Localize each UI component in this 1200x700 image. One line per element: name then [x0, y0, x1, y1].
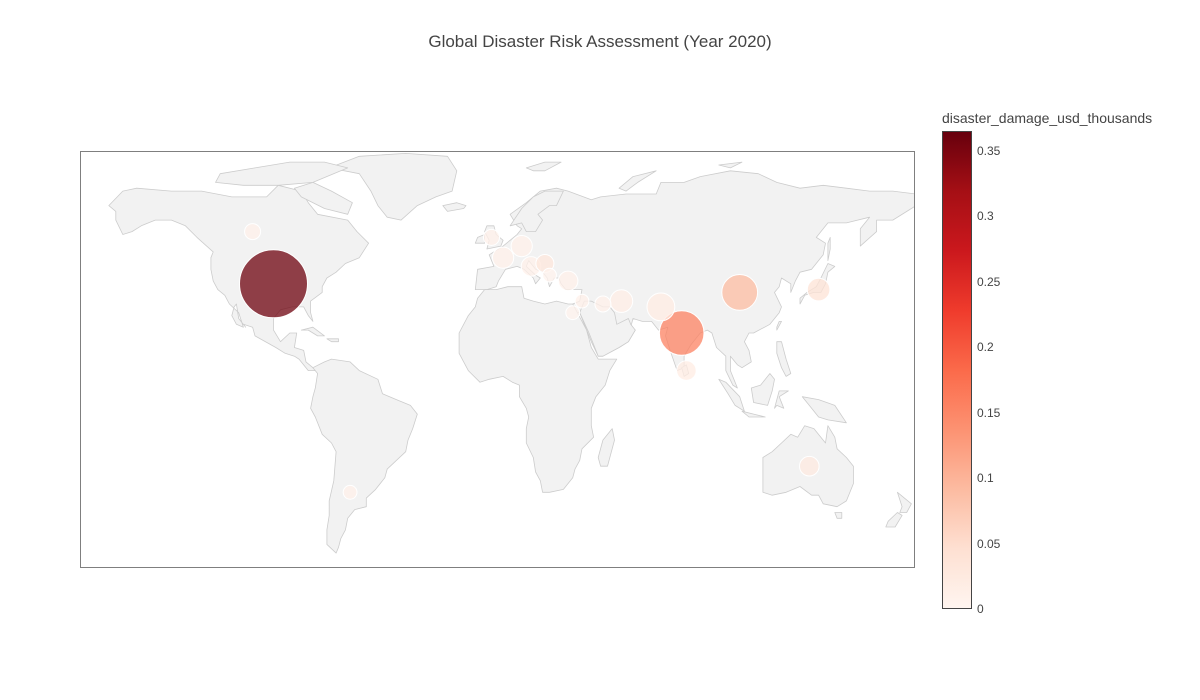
land-shape — [885, 512, 903, 528]
data-bubble[interactable] — [609, 289, 634, 313]
land-shape — [108, 184, 370, 372]
map-area[interactable] — [80, 151, 915, 568]
data-bubble[interactable] — [244, 223, 262, 241]
land-shape — [310, 358, 418, 554]
land-shape — [458, 286, 618, 493]
data-bubble[interactable] — [492, 246, 515, 269]
data-bubble[interactable] — [676, 360, 697, 381]
colorbar-tick-label: 0.05 — [977, 536, 1001, 551]
land-layer — [108, 152, 914, 554]
land-shape — [718, 378, 745, 412]
data-bubble[interactable] — [542, 267, 557, 283]
land-shape — [328, 152, 458, 221]
colorbar-title: disaster_damage_usd_thousands — [942, 110, 1153, 126]
land-shape — [442, 202, 467, 212]
data-bubble[interactable] — [574, 293, 590, 309]
land-shape — [827, 237, 831, 261]
data-bubble[interactable] — [658, 310, 705, 356]
bubble-layer — [239, 223, 831, 500]
data-bubble[interactable] — [342, 484, 358, 500]
land-shape — [618, 170, 657, 192]
data-bubble[interactable] — [239, 249, 308, 319]
colorbar-tick-label: 0.35 — [977, 143, 1001, 158]
land-shape — [897, 491, 912, 513]
colorbar-gradient — [942, 131, 972, 609]
data-bubble[interactable] — [721, 273, 759, 311]
chart-title: Global Disaster Risk Assessment (Year 20… — [428, 32, 772, 51]
colorbar-tick-label: 0 — [977, 602, 984, 616]
land-shape — [293, 181, 353, 215]
data-bubble[interactable] — [557, 270, 579, 292]
land-shape — [509, 190, 564, 232]
data-bubble[interactable] — [594, 295, 612, 313]
colorbar-tick-label: 0.2 — [977, 340, 994, 355]
data-bubble[interactable] — [646, 292, 676, 322]
colorbar — [942, 131, 972, 609]
land-shape — [326, 338, 339, 343]
land-shape — [776, 341, 792, 377]
colorbar-tick-label: 0.25 — [977, 274, 1001, 289]
data-bubble[interactable] — [799, 455, 820, 477]
data-bubble[interactable] — [806, 277, 831, 302]
land-shape — [718, 161, 743, 169]
colorbar-tick-label: 0.3 — [977, 209, 994, 224]
land-shape — [801, 396, 847, 424]
land-shape — [215, 161, 349, 186]
land-shape — [774, 390, 789, 409]
colorbar-tick-label: 0.15 — [977, 405, 1001, 420]
colorbar-tick-label: 0.1 — [977, 471, 994, 485]
land-shape — [834, 512, 843, 519]
data-bubble[interactable] — [565, 305, 581, 321]
land-shape — [750, 373, 775, 406]
land-shape — [597, 428, 615, 467]
world-map — [108, 152, 914, 554]
data-bubble[interactable] — [510, 235, 533, 258]
land-shape — [776, 320, 782, 331]
data-bubble[interactable] — [483, 228, 500, 246]
land-shape — [300, 326, 325, 337]
land-shape — [741, 410, 766, 418]
land-shape — [525, 161, 562, 172]
